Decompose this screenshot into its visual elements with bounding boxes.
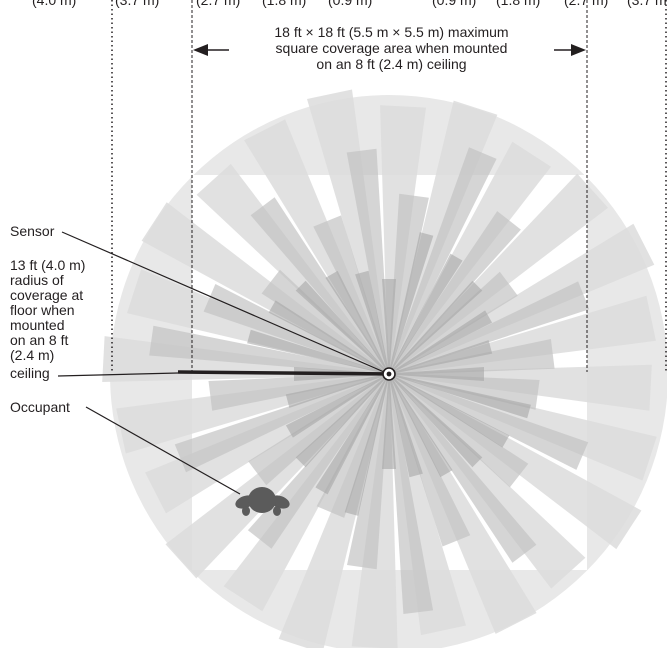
sensor-icon	[382, 367, 396, 381]
detection-zone-inner	[388, 373, 531, 419]
scale-label: (0.9 m)	[432, 0, 477, 8]
detection-zone-middle	[388, 281, 590, 375]
detection-zone-middle	[388, 373, 434, 614]
occupant-figure-icon	[235, 487, 290, 516]
detection-zone-middle	[316, 373, 390, 518]
detection-zone-middle	[388, 147, 497, 375]
radius-label-line: 13 ft (4.0 m)	[10, 257, 86, 273]
detection-zone-inner	[389, 367, 484, 381]
radius-label-line: ceiling	[10, 365, 50, 381]
coverage-caption-line: on an 8 ft (2.4 m) ceiling	[316, 56, 467, 72]
radius-label-line: mounted	[10, 317, 65, 333]
detection-zone-middle	[388, 373, 589, 470]
detection-zone-inner	[388, 280, 483, 375]
detection-zone-middle	[174, 373, 390, 473]
detection-zone-inner	[388, 310, 493, 375]
sensor-leader-line	[61, 231, 385, 373]
scale-label: (1.8 m)	[496, 0, 541, 8]
radius-label-line: radius of	[10, 272, 64, 288]
sensor-label: Sensor	[10, 223, 55, 239]
detection-zone-inner	[382, 279, 396, 374]
scale-label: (2.7 m)	[196, 0, 241, 8]
occupant-label: Occupant	[10, 399, 70, 415]
detection-zone-inner	[388, 373, 423, 478]
scale-label: (0.9 m)	[328, 0, 373, 8]
scale-label: (3.7 m)	[627, 0, 667, 8]
detection-zone-middle	[347, 373, 390, 570]
detection-zone-middle	[346, 148, 390, 375]
scale-label: (4.0 m)	[32, 0, 77, 8]
detection-zone-inner	[268, 300, 390, 375]
detection-zone-middle	[250, 197, 390, 375]
coverage-caption-line: 18 ft × 18 ft (5.5 m × 5.5 m) maximum	[274, 24, 509, 40]
occupant-leader-line	[85, 406, 241, 495]
detection-zone-middle	[261, 269, 390, 375]
scale-label: (3.7 m)	[115, 0, 160, 8]
detection-zone-middle	[248, 373, 390, 486]
scale-label: (2.7 m)	[564, 0, 609, 8]
detection-zone-inner	[344, 373, 390, 516]
radius-leader-line	[57, 372, 179, 377]
detection-zone-inner	[315, 373, 390, 495]
detection-zone-inner	[325, 270, 390, 375]
radius-label-line: (2.4 m)	[10, 347, 55, 363]
detection-zone-inner	[388, 232, 434, 375]
arrowhead-left-icon	[193, 44, 208, 56]
detection-zone-inner	[388, 340, 493, 375]
radius-label-line: floor when	[10, 302, 75, 318]
detection-zone-middle	[388, 373, 529, 488]
detection-zone-inner	[355, 270, 390, 375]
detection-zone-middle	[313, 215, 390, 375]
detection-zone-middle	[388, 211, 521, 375]
radius-label-line: on an 8 ft	[10, 332, 69, 348]
inner-detection-zones	[247, 232, 531, 516]
detection-zone-inner	[295, 280, 390, 375]
detection-zone-inner	[285, 373, 390, 408]
detection-zone-inner	[388, 373, 483, 468]
detection-zone-inner	[247, 329, 390, 375]
detection-zone-middle	[388, 373, 537, 563]
detection-zone-inner	[388, 373, 510, 448]
detection-zone-middle	[203, 284, 390, 375]
detection-zone-middle	[149, 325, 390, 375]
detection-zone-inner	[285, 373, 390, 438]
radius-bar	[177, 370, 390, 376]
radius-label-line: coverage at	[10, 287, 84, 303]
detection-zone-inner	[382, 374, 396, 469]
detection-zone-middle	[388, 373, 471, 547]
detection-zone-middle	[388, 271, 518, 375]
coverage-caption-line: square coverage area when mounted	[229, 41, 554, 56]
detection-zone-inner	[295, 373, 390, 468]
detection-zone-inner	[388, 373, 453, 478]
detection-zone-inner	[388, 253, 463, 375]
scale-label: (1.8 m)	[262, 0, 307, 8]
arrowhead-right-icon	[571, 44, 586, 56]
